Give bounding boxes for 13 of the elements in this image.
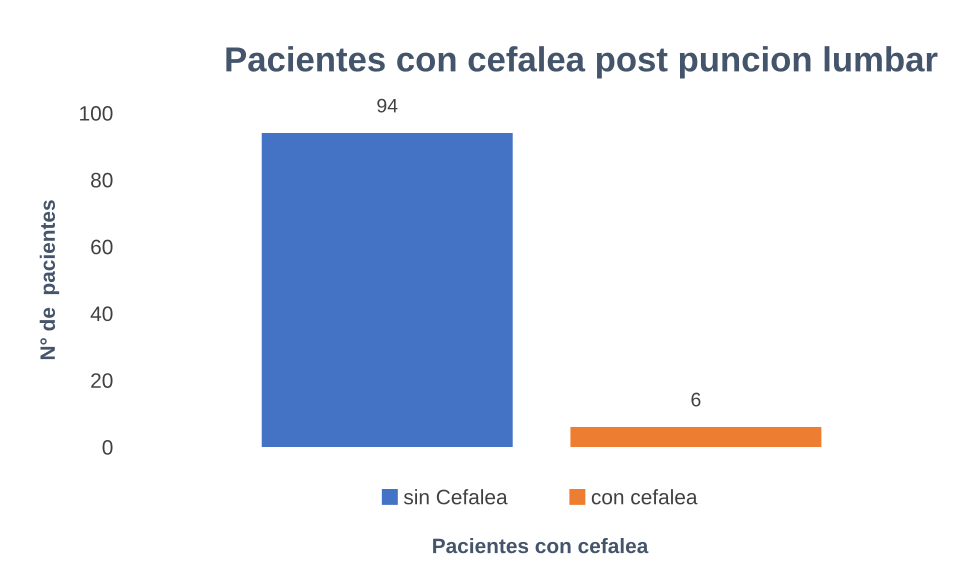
legend-label: sin Cefalea [404,489,508,504]
data-label: 6 [691,392,700,406]
y-tick-label: 80 [91,172,113,188]
data-label: 94 [377,98,398,113]
y-tick-label: 100 [80,106,113,121]
y-tick-label: 20 [91,373,113,388]
y-axis-title: N° de pacientes [40,200,60,360]
y-tick-label: 0 [102,440,113,455]
x-axis-title: Pacientes con cefalea [433,538,648,554]
legend-label: con cefalea [592,489,698,504]
y-tick-label: 60 [91,240,113,254]
y-tick-label: 40 [90,306,113,322]
chart-title: Pacientes con cefalea post puncion lumbar [226,46,938,79]
